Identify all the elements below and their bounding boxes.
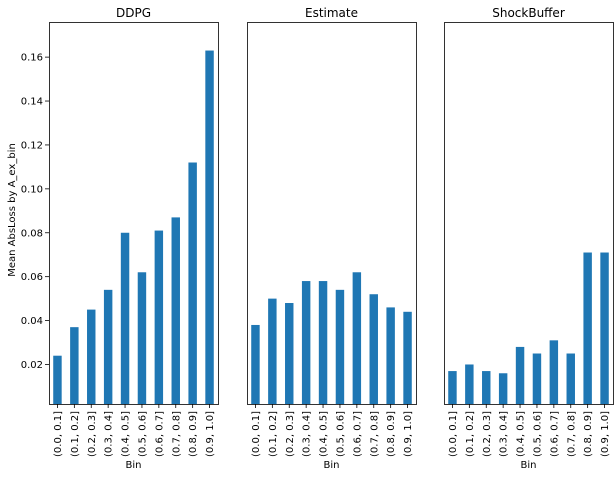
bar bbox=[403, 311, 412, 404]
y-tick-label: 0.12 bbox=[21, 140, 43, 151]
x-axis-label: Bin bbox=[324, 460, 340, 471]
x-tick-label: (0.1, 0.2] bbox=[465, 411, 476, 457]
bar bbox=[188, 162, 197, 404]
x-tick-label: (0.4, 0.5] bbox=[516, 411, 527, 457]
bar bbox=[386, 307, 395, 404]
x-tick-label: (0.7, 0.8] bbox=[171, 411, 182, 457]
bar bbox=[515, 346, 525, 404]
bar bbox=[600, 252, 609, 404]
bar bbox=[171, 217, 180, 404]
bar bbox=[335, 289, 345, 404]
plot-frame bbox=[247, 22, 417, 405]
x-tick-label: (0.7, 0.8] bbox=[566, 411, 577, 457]
x-tick-label: (0.0, 0.1] bbox=[53, 411, 64, 457]
x-tick-label: (0.0, 0.1] bbox=[448, 411, 459, 457]
bar bbox=[205, 50, 214, 405]
bar bbox=[465, 364, 474, 404]
x-axis-label: Bin bbox=[126, 460, 142, 471]
panel-title: Estimate bbox=[305, 6, 358, 20]
x-tick-label: (0.5, 0.6] bbox=[137, 411, 148, 457]
x-tick-label: (0.3, 0.4] bbox=[104, 411, 115, 457]
bar bbox=[498, 373, 508, 404]
bar bbox=[532, 353, 542, 404]
x-tick-label: (0.7, 0.8] bbox=[369, 411, 380, 457]
x-tick-label: (0.1, 0.2] bbox=[70, 411, 81, 457]
bar bbox=[318, 281, 328, 404]
y-tick-label: 0.10 bbox=[21, 184, 43, 195]
x-tick-label: (0.6, 0.7] bbox=[154, 411, 165, 457]
x-tick-label: (0.9, 1.0] bbox=[403, 411, 414, 457]
y-tick-label: 0.14 bbox=[21, 97, 43, 108]
panel-title: ShockBuffer bbox=[492, 6, 565, 20]
bar bbox=[268, 298, 277, 404]
bar bbox=[482, 371, 491, 404]
bar bbox=[448, 371, 457, 404]
x-tick-label: (0.4, 0.5] bbox=[319, 411, 330, 457]
y-tick-label: 0.02 bbox=[21, 360, 43, 371]
panel-title: DDPG bbox=[116, 6, 151, 20]
x-tick-label: (0.5, 0.6] bbox=[532, 411, 543, 457]
bar bbox=[137, 272, 147, 404]
y-tick-label: 0.06 bbox=[21, 272, 43, 283]
bar bbox=[369, 294, 378, 404]
x-tick-label: (0.6, 0.7] bbox=[549, 411, 560, 457]
x-tick-label: (0.3, 0.4] bbox=[499, 411, 510, 457]
bar bbox=[301, 281, 311, 404]
x-tick-label: (0.1, 0.2] bbox=[268, 411, 279, 457]
bar bbox=[549, 340, 559, 404]
bar bbox=[352, 272, 362, 404]
x-tick-label: (0.0, 0.1] bbox=[251, 411, 262, 457]
bar bbox=[583, 252, 592, 404]
bar bbox=[103, 289, 113, 404]
x-tick-label: (0.6, 0.7] bbox=[352, 411, 363, 457]
x-tick-label: (0.3, 0.4] bbox=[302, 411, 313, 457]
bar bbox=[251, 324, 260, 404]
x-tick-label: (0.8, 0.9] bbox=[188, 411, 199, 457]
x-tick-label: (0.2, 0.3] bbox=[285, 411, 296, 457]
x-tick-label: (0.9, 1.0] bbox=[205, 411, 216, 457]
bar bbox=[285, 303, 294, 404]
x-tick-label: (0.8, 0.9] bbox=[583, 411, 594, 457]
bar bbox=[120, 232, 130, 404]
y-tick-label: 0.08 bbox=[21, 228, 43, 239]
bar bbox=[70, 327, 79, 404]
y-tick-label: 0.16 bbox=[21, 53, 43, 64]
bar bbox=[566, 353, 575, 404]
x-tick-label: (0.2, 0.3] bbox=[482, 411, 493, 457]
plot-frame bbox=[49, 22, 219, 405]
y-tick-label: 0.04 bbox=[21, 316, 43, 327]
x-axis-label: Bin bbox=[521, 460, 537, 471]
panel-ddpg: DDPG (0.0, 0.1] (0.1, 0.2] (0.2, 0.3] (0.3, … bbox=[21, 6, 219, 471]
x-tick-label: (0.4, 0.5] bbox=[121, 411, 132, 457]
x-tick-label: (0.2, 0.3] bbox=[87, 411, 98, 457]
y-axis-label: Mean AbsLoss by A_ex_bin bbox=[7, 143, 18, 277]
bar bbox=[87, 309, 96, 404]
x-tick-label: (0.8, 0.9] bbox=[386, 411, 397, 457]
x-tick-label: (0.9, 1.0] bbox=[600, 411, 611, 457]
bar bbox=[53, 355, 62, 404]
plot-frame bbox=[444, 22, 614, 405]
panel-estimate: Estimate (0.0, 0.1] (0.1, 0.2] (0.2, 0.3] (0… bbox=[247, 6, 417, 471]
panel-shockbuffer: ShockBuffer (0.0, 0.1] (0.1, 0.2] (0.2, 0.3… bbox=[444, 6, 614, 471]
bar bbox=[154, 230, 164, 404]
x-tick-label: (0.5, 0.6] bbox=[335, 411, 346, 457]
